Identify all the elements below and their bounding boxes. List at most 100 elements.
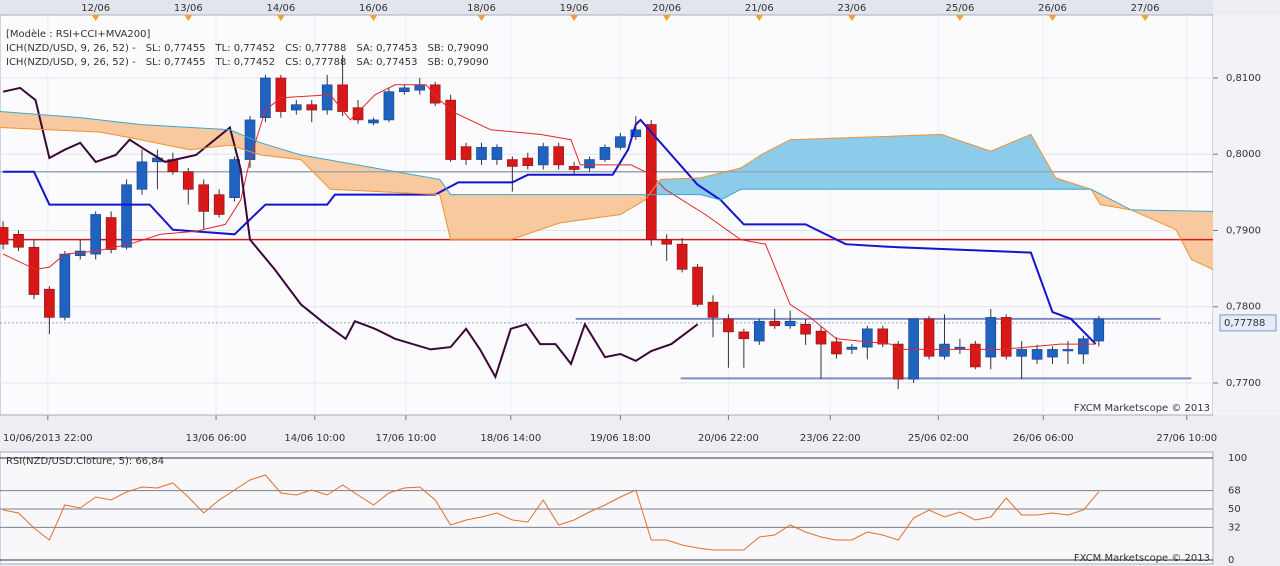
candle-body: [1093, 318, 1105, 342]
candle-body: [13, 233, 24, 248]
y-tick-label: 0,7900: [1226, 225, 1261, 236]
date-marker: [847, 15, 856, 21]
candle-body: [1000, 317, 1012, 357]
candle-body: [537, 146, 549, 166]
date-tick-label: 12/06: [81, 3, 110, 14]
candle-body: [352, 107, 364, 121]
date-marker: [955, 15, 964, 21]
date-marker: [276, 15, 285, 21]
date-marker: [477, 15, 486, 21]
y-tick-label: 0,7700: [1226, 378, 1261, 389]
candle-body: [676, 243, 688, 270]
rsi-title: RSI(NZD/USD.Cloture, 5): 66,84: [6, 456, 164, 467]
cloud-up: [0, 111, 1213, 212]
date-marker: [570, 15, 579, 21]
candle-body: [136, 161, 148, 190]
candle-body: [476, 147, 487, 160]
date-tick-label: 20/06: [652, 3, 681, 14]
candle-body: [213, 194, 225, 215]
x-tick-label: 19/06 18:00: [590, 433, 651, 444]
date-tick-label: 21/06: [745, 3, 774, 14]
legend-item: SA: 0,77453: [356, 43, 417, 54]
candle-body: [429, 84, 441, 104]
candle-body: [615, 136, 626, 148]
date-tick-label: 13/06: [174, 3, 203, 14]
date-tick-label: 27/06: [1131, 3, 1160, 14]
candle-body: [491, 147, 503, 160]
candle-body: [59, 253, 71, 318]
candle-body: [337, 84, 348, 112]
candle-body: [1062, 349, 1074, 352]
rsi-tick-label: 0: [1228, 555, 1234, 566]
candle-body: [846, 346, 858, 350]
candle-body: [368, 119, 379, 124]
date-marker: [91, 15, 100, 21]
legend-item: SL: 0,77455: [146, 43, 206, 54]
date-marker: [369, 15, 378, 21]
legend-item: CS: 0,77788: [285, 43, 346, 54]
candle-body: [584, 159, 595, 169]
legend-item: TL: 0,77452: [215, 57, 276, 68]
candle-body: [553, 146, 564, 166]
candle-body: [90, 214, 101, 255]
date-marker: [1048, 15, 1057, 21]
candle-body: [630, 129, 642, 137]
x-tick-label: 10/06/2013 22:00: [3, 433, 93, 444]
price-axis: [1213, 15, 1280, 415]
labels: 0,7700 0,7800 0,7900 0,8000 0,8100 12/06 13/06…: [3, 3, 1277, 566]
candle-body: [445, 99, 456, 160]
candle-body: [892, 343, 904, 380]
candle-body: [399, 87, 410, 93]
indicator-line: [0, 127, 1214, 270]
legend-item: SB: 0,79090: [427, 43, 488, 54]
x-tick-label: 23/06 22:00: [800, 433, 861, 444]
date-tick-label: 26/06: [1038, 3, 1067, 14]
date-marker: [1141, 15, 1150, 21]
x-tick-label: 27/06 10:00: [1156, 433, 1217, 444]
legend-item: SL: 0,77455: [146, 57, 206, 68]
candle-body: [182, 171, 194, 190]
x-tick-label: 18/06 14:00: [480, 433, 541, 444]
candle-body: [939, 343, 950, 357]
candle-body: [692, 266, 703, 305]
date-tick-label: 16/06: [359, 3, 388, 14]
x-tick-label: 26/06 06:00: [1013, 433, 1074, 444]
legend-item: SB: 0,79090: [427, 57, 488, 68]
candle-body: [1031, 349, 1043, 360]
candle-body: [707, 301, 719, 318]
indicator-lines: [0, 84, 1214, 551]
date-strip: [0, 0, 1213, 15]
date-marker: [755, 15, 764, 21]
candle-body: [28, 246, 40, 295]
candle-body: [105, 217, 117, 250]
candle-body: [229, 159, 240, 198]
watermark: FXCM Marketscope © 2013: [1074, 403, 1210, 414]
legend-item: ICH(NZD/USD, 9, 26, 52) -: [6, 57, 136, 68]
candle-body: [121, 184, 132, 248]
x-tick-label: 14/06 10:00: [284, 433, 345, 444]
candles: [0, 55, 1105, 390]
candle-body: [306, 104, 318, 111]
date-tick-label: 23/06: [837, 3, 866, 14]
indicator-line: [2, 86, 699, 380]
candle-body: [877, 328, 889, 345]
legend-item: ICH(NZD/USD, 9, 26, 52) -: [6, 43, 136, 54]
legend-item: TL: 0,77452: [215, 43, 276, 54]
candle-body: [769, 320, 781, 327]
last-price-box: [1219, 314, 1277, 332]
x-tick-label: 17/06 10:00: [375, 433, 436, 444]
candle-body: [645, 124, 657, 240]
candle-body: [44, 288, 55, 318]
rsi-panel: [0, 451, 1214, 565]
candle-body: [800, 323, 811, 335]
candle-body: [784, 320, 796, 327]
date-marker: [662, 15, 671, 21]
candle-body: [599, 147, 611, 160]
candle-body: [198, 184, 210, 212]
y-tick-label: 0,8000: [1226, 149, 1261, 160]
candle-body: [1047, 349, 1058, 358]
candle-body: [970, 343, 981, 368]
rsi-tick-label: 50: [1228, 504, 1241, 515]
